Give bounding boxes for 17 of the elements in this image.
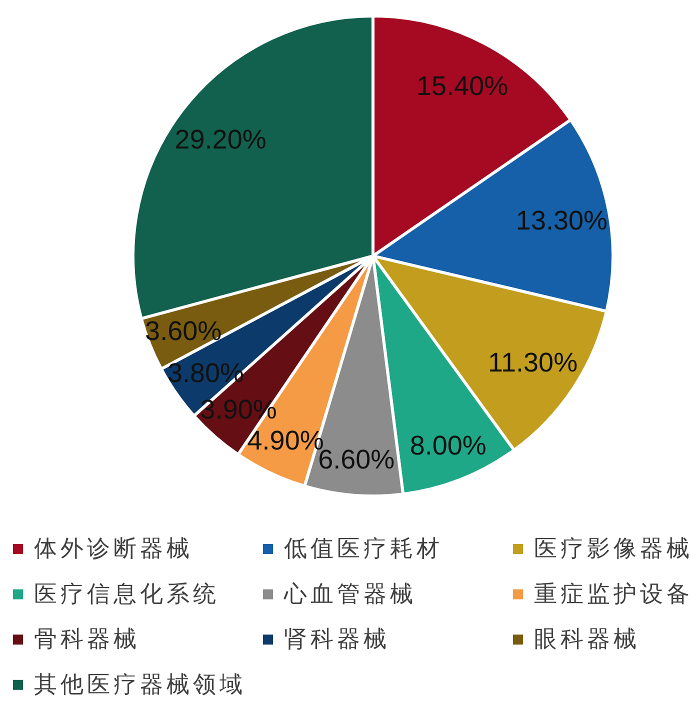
legend-label: 肾科器械 — [284, 626, 390, 653]
data-label: 13.30% — [516, 206, 608, 236]
data-label: 29.20% — [174, 124, 266, 154]
legend-label: 医疗信息化系统 — [34, 581, 220, 608]
data-label: 11.30% — [488, 347, 578, 378]
legend-label: 重症监护设备 — [534, 581, 693, 608]
legend-label: 骨科器械 — [34, 626, 140, 653]
legend-label: 眼科器械 — [534, 626, 640, 653]
data-label: 3.60% — [145, 316, 222, 346]
legend-label: 低值医疗耗材 — [284, 536, 443, 562]
data-label: 8.00% — [410, 430, 486, 461]
legend-label: 体外诊断器械 — [34, 536, 193, 562]
data-label: 3.80% — [167, 358, 244, 388]
legend-label: 心血管器械 — [283, 581, 416, 608]
legend-label: 医疗影像器械 — [534, 536, 693, 562]
data-label: 15.40% — [416, 71, 508, 102]
legend-label: 其他医疗器械领域 — [34, 672, 246, 698]
